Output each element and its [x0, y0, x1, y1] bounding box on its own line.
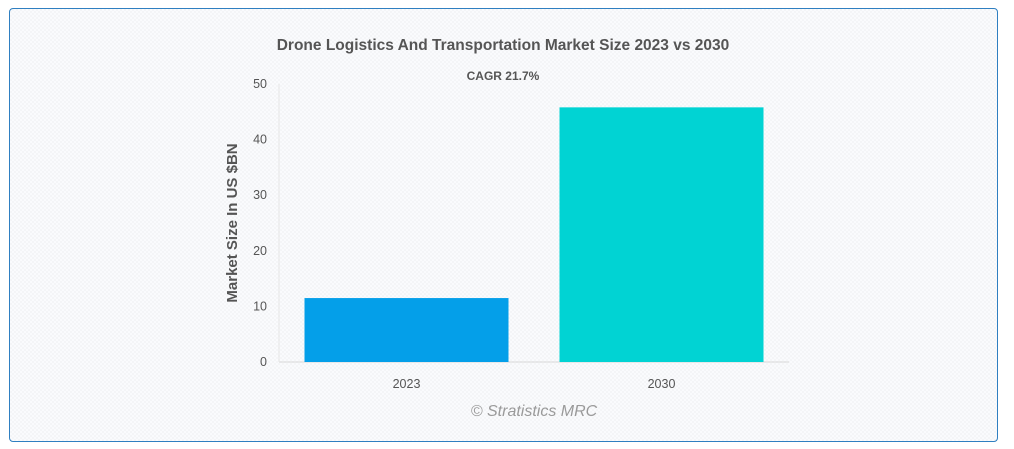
bar-2023[interactable]: [304, 298, 509, 362]
watermark: © Stratistics MRC: [471, 403, 598, 420]
x-ticks: 2023 2030: [393, 377, 676, 391]
chart-title: Drone Logistics And Transportation Marke…: [277, 37, 730, 54]
bars: [304, 107, 764, 363]
x-tick-label: 2030: [648, 377, 676, 391]
x-tick-label: 2023: [393, 377, 421, 391]
y-axis-label: Market Size In US $BN: [224, 143, 241, 302]
y-tick-label: 30: [253, 188, 267, 202]
y-tick-label: 0: [260, 355, 267, 369]
y-tick-label: 20: [253, 244, 267, 258]
bar-2030[interactable]: [559, 107, 764, 363]
y-ticks: 0 10 20 30 40 50: [253, 77, 267, 369]
chart-subtitle: CAGR 21.7%: [467, 69, 540, 83]
y-tick-label: 10: [253, 299, 267, 313]
chart-card: [9, 8, 998, 442]
y-tick-label: 50: [253, 77, 267, 91]
y-tick-label: 40: [253, 133, 267, 147]
